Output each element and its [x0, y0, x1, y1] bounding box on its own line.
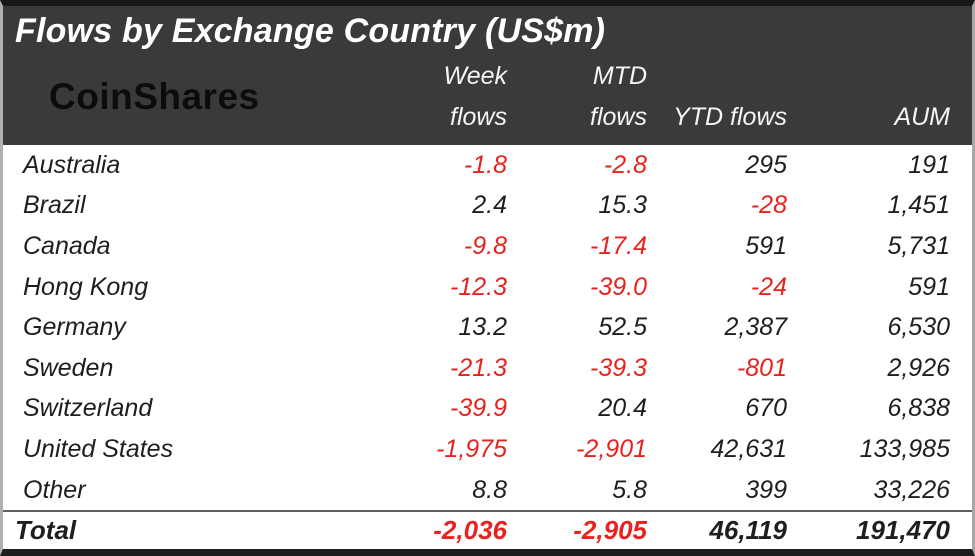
table-row: Australia -1.8 -2.8 295 191 — [3, 145, 972, 186]
ytd-flows-cell: -24 — [750, 272, 787, 301]
aum-cell: 1,451 — [887, 191, 950, 220]
table-row: Canada -9.8 -17.4 591 5,731 — [3, 226, 972, 267]
ytd-flows-cell: 2,387 — [724, 313, 787, 342]
mtd-flows-cell: 20.4 — [598, 394, 647, 423]
column-header-line: Week — [443, 62, 507, 90]
table-row: Switzerland -39.9 20.4 670 6,838 — [3, 388, 972, 430]
column-header-line: flows — [590, 103, 647, 131]
table-row: Germany 13.2 52.5 2,387 6,530 — [3, 307, 972, 348]
country-label: Brazil — [23, 191, 86, 220]
aum-cell: 133,985 — [859, 434, 950, 463]
mtd-flows-cell: -17.4 — [590, 231, 647, 260]
column-header-line: YTD flows — [673, 103, 787, 131]
total-row: Total -2,036 -2,905 46,119 191,470 — [3, 510, 972, 549]
week-flows-cell: 13.2 — [458, 313, 507, 342]
column-header-line: flows — [450, 103, 507, 131]
aum-cell: 6,530 — [887, 313, 950, 342]
ytd-flows-cell: 42,631 — [710, 434, 787, 463]
table-row: United States -1,975 -2,901 42,631 133,9… — [3, 429, 972, 470]
country-label: Hong Kong — [23, 272, 149, 301]
mtd-flows-cell: 5.8 — [612, 475, 647, 504]
aum-cell: 191 — [908, 150, 950, 179]
column-header-mtd-flows: MTD flows — [507, 56, 647, 138]
ytd-flows-cell: -28 — [750, 191, 787, 220]
logo-cell: CoinShares — [3, 51, 387, 138]
country-label: Other — [23, 475, 86, 504]
table-row: Sweden -21.3 -39.3 -801 2,926 — [3, 347, 972, 389]
mtd-flows-cell: -39.0 — [590, 272, 647, 301]
column-header-ytd-flows: YTD flows — [647, 97, 787, 138]
mtd-flows-cell: -39.3 — [590, 353, 647, 382]
mtd-flows-cell: 52.5 — [598, 313, 647, 342]
ytd-flows-total-cell: 46,119 — [709, 514, 787, 545]
country-label: Switzerland — [23, 394, 153, 423]
ytd-flows-cell: 399 — [745, 475, 787, 504]
country-label: Sweden — [23, 353, 114, 382]
aum-cell: 6,838 — [887, 394, 950, 423]
country-label: Canada — [23, 231, 111, 260]
mtd-flows-cell: -2.8 — [603, 150, 647, 179]
ytd-flows-cell: 295 — [745, 150, 787, 179]
country-label: Germany — [23, 313, 126, 342]
table-header-band: Flows by Exchange Country (US$m) CoinSha… — [3, 6, 972, 145]
ytd-flows-cell: 670 — [745, 394, 787, 423]
column-header-row: CoinShares Week flows MTD flows YTD flow… — [3, 51, 972, 144]
table-title: Flows by Exchange Country (US$m) — [15, 12, 606, 50]
aum-cell: 5,731 — [887, 231, 950, 260]
week-flows-cell: -12.3 — [450, 272, 507, 301]
mtd-flows-cell: 15.3 — [598, 191, 647, 220]
table-row: Other 8.8 5.8 399 33,226 — [3, 469, 972, 511]
week-flows-cell: -9.8 — [463, 231, 507, 260]
week-flows-cell: 8.8 — [472, 475, 507, 504]
week-flows-cell: -39.9 — [450, 394, 507, 423]
table-row: Brazil 2.4 15.3 -28 1,451 — [3, 185, 972, 227]
week-flows-cell: -1.8 — [463, 150, 507, 179]
coinshares-logo: CoinShares — [49, 75, 260, 117]
column-header-week-flows: Week flows — [387, 56, 507, 138]
aum-cell: 2,926 — [887, 353, 950, 382]
column-header-line: MTD — [592, 62, 647, 90]
week-flows-cell: -21.3 — [450, 353, 507, 382]
total-label: Total — [15, 514, 77, 545]
mtd-flows-total-cell: -2,905 — [573, 514, 647, 545]
ytd-flows-cell: 591 — [745, 231, 787, 260]
country-label: United States — [23, 434, 174, 463]
week-flows-total-cell: -2,036 — [433, 514, 507, 545]
aum-cell: 591 — [908, 272, 950, 301]
ytd-flows-cell: -801 — [736, 353, 787, 382]
country-label: Australia — [23, 150, 121, 179]
aum-cell: 33,226 — [873, 475, 950, 504]
column-header-aum: AUM — [787, 97, 972, 138]
mtd-flows-cell: -2,901 — [576, 434, 647, 463]
aum-total-cell: 191,470 — [856, 514, 950, 545]
week-flows-cell: -1,975 — [436, 434, 507, 463]
column-header-line: AUM — [894, 103, 950, 131]
week-flows-cell: 2.4 — [472, 191, 507, 220]
table-row: Hong Kong -12.3 -39.0 -24 591 — [3, 266, 972, 308]
